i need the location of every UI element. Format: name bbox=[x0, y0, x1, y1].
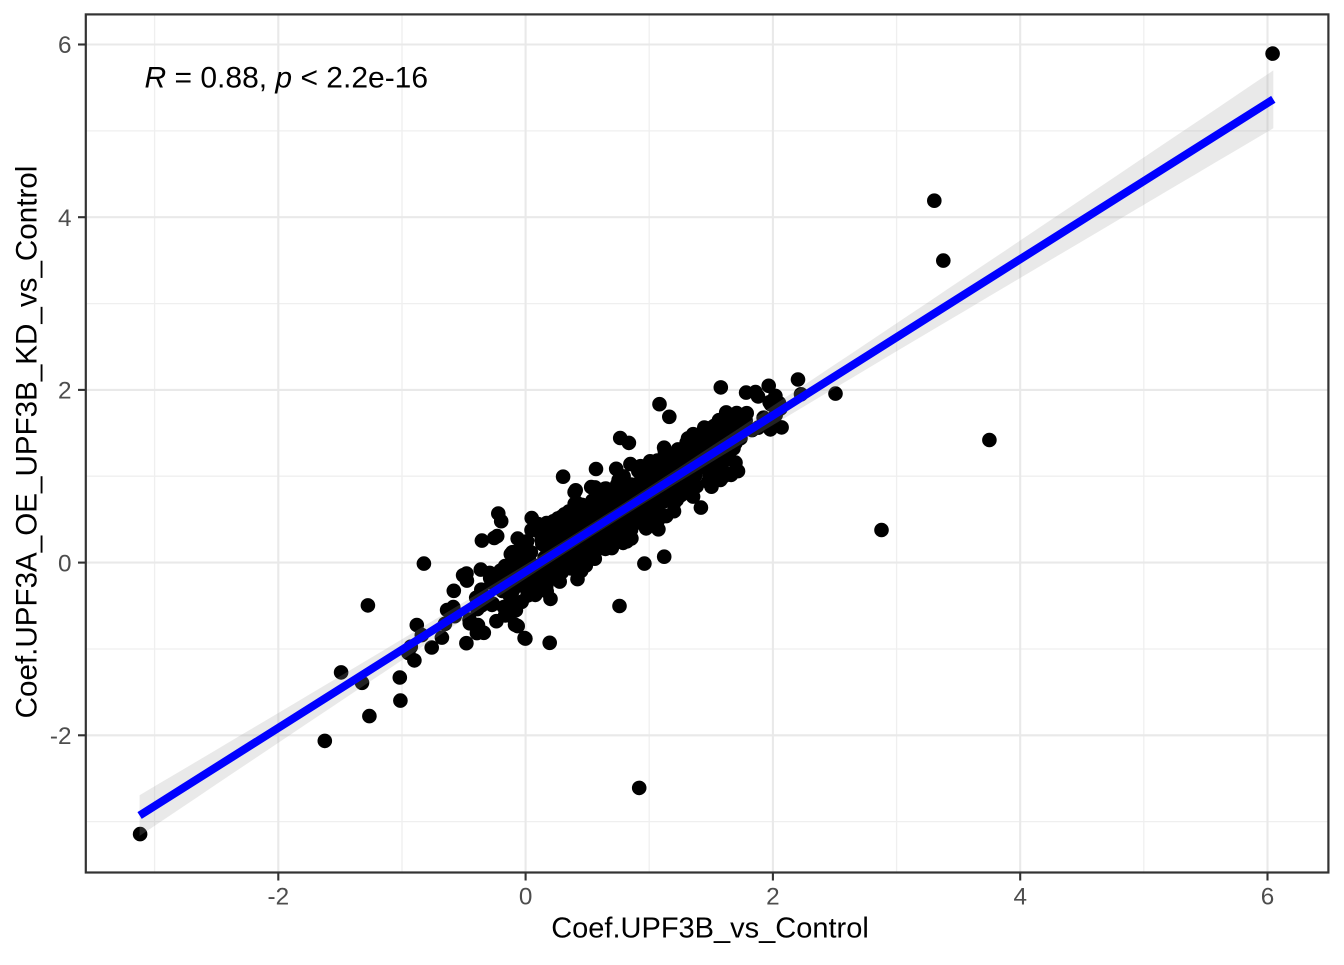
svg-text:2: 2 bbox=[766, 883, 780, 910]
svg-text:R = 0.88, p < 2.2e-16: R = 0.88, p < 2.2e-16 bbox=[145, 62, 429, 95]
svg-text:-2: -2 bbox=[267, 883, 289, 910]
svg-text:6: 6 bbox=[58, 32, 72, 59]
svg-text:4: 4 bbox=[58, 205, 72, 232]
svg-text:Coef.UPF3B_vs_Control: Coef.UPF3B_vs_Control bbox=[551, 913, 869, 945]
svg-text:0: 0 bbox=[519, 883, 533, 910]
svg-text:4: 4 bbox=[1013, 883, 1027, 910]
svg-text:6: 6 bbox=[1261, 883, 1275, 910]
svg-text:2: 2 bbox=[58, 378, 72, 405]
svg-text:Coef.UPF3A_OE_UPF3B_KD_vs_Cont: Coef.UPF3A_OE_UPF3B_KD_vs_Control bbox=[11, 166, 44, 719]
svg-text:-2: -2 bbox=[50, 723, 72, 750]
svg-text:0: 0 bbox=[58, 550, 72, 577]
